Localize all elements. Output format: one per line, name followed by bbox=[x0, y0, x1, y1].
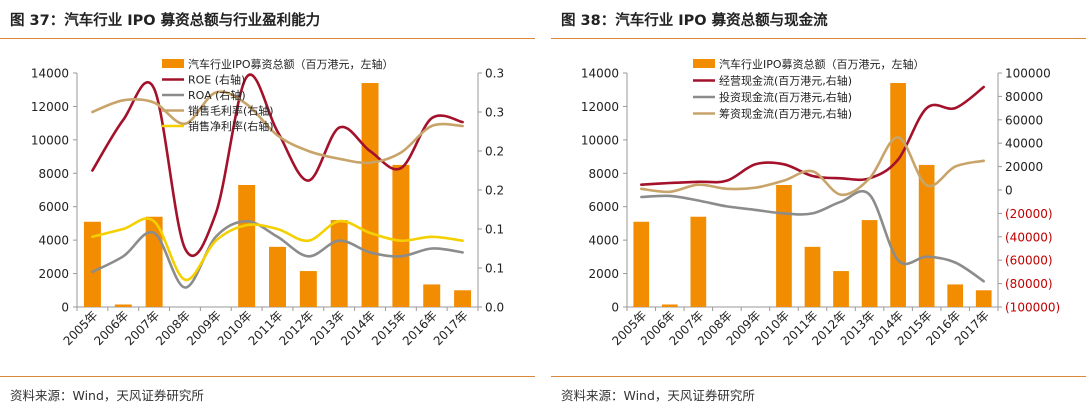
top-rule bbox=[0, 38, 535, 39]
legend-label: ROE (右轴) bbox=[188, 73, 245, 87]
bar-ipo-2016年 bbox=[947, 284, 964, 307]
left-tick-label: 4000 bbox=[588, 234, 619, 248]
right-tick-label: 0.1 bbox=[485, 223, 504, 237]
bar-ipo-2011年 bbox=[804, 246, 821, 307]
right-tick-label: 20000 bbox=[1005, 160, 1043, 174]
bar-ipo-2005年 bbox=[83, 221, 101, 307]
figure-37-panel: 图 37：汽车行业 IPO 募资总额与行业盈利能力 0 2000 4000 6000 8… bbox=[0, 0, 535, 411]
bar-ipo-2011年 bbox=[269, 246, 286, 307]
left-tick-label: 12000 bbox=[581, 100, 619, 114]
legend-label: 汽车行业IPO募资总额（百万港元，左轴） bbox=[188, 57, 394, 71]
series-line-1 bbox=[91, 219, 464, 289]
bar-ipo-2006年 bbox=[661, 304, 678, 307]
bar-ipo-2010年 bbox=[238, 184, 256, 307]
legend-label: ROA (右轴) bbox=[188, 88, 246, 102]
series-line-0 bbox=[640, 85, 985, 186]
right-tick-label: 0.2 bbox=[485, 184, 504, 198]
bar-ipo-2017年 bbox=[454, 290, 472, 307]
right-tick-label: 0.0 bbox=[485, 301, 504, 315]
right-tick-label: 0.1 bbox=[485, 262, 504, 276]
left-tick-label: 0 bbox=[61, 301, 69, 315]
left-tick-label: 14000 bbox=[581, 67, 619, 81]
bar-ipo-2014年 bbox=[361, 83, 379, 308]
legend-swatch-bar bbox=[162, 59, 184, 68]
left-tick-label: 4000 bbox=[38, 234, 69, 248]
legend-label: 筹资现金流(百万港元,右轴) bbox=[719, 107, 852, 121]
bar-ipo-2014年 bbox=[890, 83, 906, 308]
chart-ipo-vs-cashflow: 0 2000 4000 6000 8000 10000 12000 14000 (100000)… bbox=[581, 57, 1060, 348]
bar-ipo-2015年 bbox=[392, 164, 410, 307]
series-line-3 bbox=[91, 217, 464, 282]
legend-label: 投资现金流(百万港元,右轴) bbox=[719, 90, 852, 104]
left-tick-label: 2000 bbox=[38, 267, 69, 281]
series-line-2 bbox=[640, 136, 985, 197]
legend-label: 销售净利率(右轴) bbox=[188, 119, 274, 133]
right-tick-label: 60000 bbox=[1005, 113, 1043, 127]
source-note: 资料来源：Wind，天风证券研究所 bbox=[561, 388, 755, 403]
left-tick-label: 10000 bbox=[31, 133, 69, 147]
left-tick-label: 14000 bbox=[31, 67, 69, 81]
bottom-rule bbox=[551, 376, 1086, 377]
right-tick-label: (80000) bbox=[1005, 277, 1053, 291]
left-tick-label: 8000 bbox=[588, 167, 619, 181]
right-tick-label: (20000) bbox=[1005, 207, 1053, 221]
bar-ipo-2006年 bbox=[114, 304, 132, 307]
left-tick-label: 10000 bbox=[581, 133, 619, 147]
bar-ipo-2015年 bbox=[918, 164, 935, 307]
figure-title: 图 37：汽车行业 IPO 募资总额与行业盈利能力 bbox=[10, 13, 321, 29]
right-tick-label: 0 bbox=[1005, 184, 1013, 198]
left-tick-label: 12000 bbox=[31, 100, 69, 114]
x-tick-label: 2017年 bbox=[431, 308, 471, 348]
series-line-1 bbox=[640, 189, 985, 283]
legend-label: 销售毛利率(右轴) bbox=[188, 104, 274, 118]
top-rule bbox=[551, 38, 1086, 39]
figure-38-panel: 图 38：汽车行业 IPO 募资总额与现金流 0 2000 4000 6000 8000… bbox=[551, 0, 1086, 411]
source-note: 资料来源：Wind，天风证券研究所 bbox=[10, 388, 204, 403]
right-tick-label: 40000 bbox=[1005, 137, 1043, 151]
right-tick-label: 0.2 bbox=[485, 145, 504, 159]
bar-ipo-2005年 bbox=[633, 221, 650, 307]
bar-ipo-2010年 bbox=[776, 184, 792, 307]
right-tick-label: 0.3 bbox=[485, 67, 504, 81]
bar-ipo-2013年 bbox=[861, 220, 878, 307]
bar-ipo-2016年 bbox=[423, 284, 441, 307]
bar-ipo-2012年 bbox=[299, 271, 317, 307]
series-line-0 bbox=[91, 73, 464, 257]
chart-ipo-vs-profitability: 0 2000 4000 6000 8000 10000 12000 14000 0.0 0.1 0.… bbox=[31, 57, 504, 348]
legend-label: 经营现金流(百万港元,右轴) bbox=[719, 74, 852, 88]
right-tick-label: (60000) bbox=[1005, 254, 1053, 268]
bottom-rule bbox=[0, 376, 535, 377]
bar-ipo-2017年 bbox=[975, 290, 992, 307]
right-tick-label: 100000 bbox=[1005, 67, 1051, 81]
left-tick-label: 6000 bbox=[588, 200, 619, 214]
left-tick-label: 6000 bbox=[38, 200, 69, 214]
right-tick-label: (40000) bbox=[1005, 230, 1053, 244]
bar-ipo-2012年 bbox=[833, 271, 849, 307]
right-tick-label: 0.3 bbox=[485, 106, 504, 120]
left-tick-label: 0 bbox=[611, 301, 619, 315]
legend-label: 汽车行业IPO募资总额（百万港元，左轴） bbox=[719, 57, 925, 71]
right-tick-label: 80000 bbox=[1005, 90, 1043, 104]
bar-ipo-2013年 bbox=[330, 220, 348, 307]
left-tick-label: 8000 bbox=[38, 167, 69, 181]
series-line-2 bbox=[91, 90, 464, 165]
figure-title: 图 38：汽车行业 IPO 募资总额与现金流 bbox=[561, 13, 828, 29]
legend-swatch-bar bbox=[693, 59, 715, 68]
left-tick-label: 2000 bbox=[588, 267, 619, 281]
bar-ipo-2007年 bbox=[690, 216, 707, 307]
right-tick-label: (100000) bbox=[1005, 301, 1060, 315]
